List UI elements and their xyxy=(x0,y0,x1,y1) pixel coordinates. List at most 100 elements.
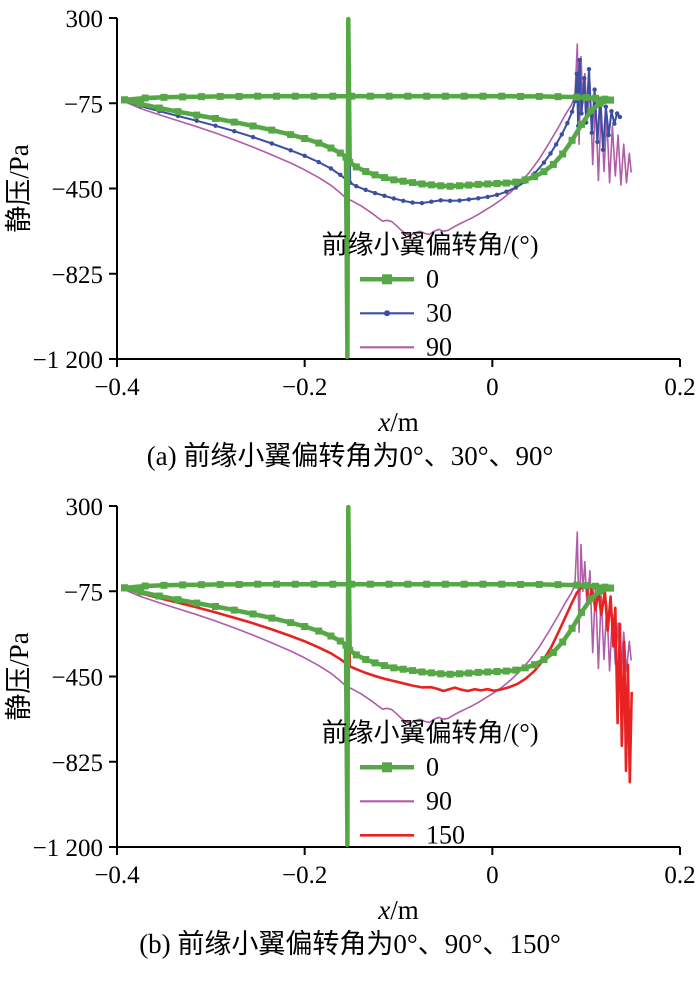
series-0-marker xyxy=(348,580,356,588)
series-0-marker xyxy=(352,651,360,659)
legend-label-30: 30 xyxy=(426,298,452,327)
x-tick-label: −0.4 xyxy=(94,862,140,889)
series-0-marker xyxy=(193,599,201,607)
series-0-marker xyxy=(502,179,510,187)
series-0-marker xyxy=(160,93,168,101)
series-30-marker xyxy=(391,196,397,201)
series-30-marker xyxy=(194,118,199,123)
series-0-marker xyxy=(549,160,557,168)
series-30-marker xyxy=(612,121,617,126)
series-0-marker xyxy=(577,120,585,128)
series-30-marker xyxy=(577,57,582,63)
series-0-marker xyxy=(197,93,205,101)
series-0-marker xyxy=(596,99,604,107)
series-0-marker xyxy=(535,92,543,100)
series-0-marker xyxy=(329,580,337,588)
series-0-marker xyxy=(577,608,585,616)
series-0-marker xyxy=(498,580,506,588)
series-0-marker xyxy=(193,111,201,119)
x-tick-label: 0 xyxy=(486,862,499,889)
series-0-marker xyxy=(160,581,168,589)
series-0-marker xyxy=(371,171,379,179)
series-0-marker xyxy=(404,580,412,588)
legend-label-90: 90 xyxy=(426,786,452,815)
series-0-marker xyxy=(554,581,562,589)
y-tick-label: −75 xyxy=(64,91,103,118)
series-0-marker xyxy=(423,580,431,588)
series-0-marker xyxy=(592,94,600,102)
series-0-marker xyxy=(230,118,238,126)
series-0-marker xyxy=(291,92,299,100)
series-0-marker xyxy=(273,92,281,100)
series-0-marker xyxy=(404,92,412,100)
series-0-marker xyxy=(540,168,548,176)
series-0-marker xyxy=(212,602,220,610)
series-0-marker xyxy=(291,580,299,588)
series-30-marker xyxy=(288,148,293,153)
series-30-marker xyxy=(250,134,256,140)
series-0-marker xyxy=(559,638,567,646)
series-30-marker xyxy=(513,185,518,190)
series-0-marker xyxy=(474,180,482,188)
series-30-marker xyxy=(232,129,237,134)
series-0-marker xyxy=(484,180,492,188)
series-0-marker xyxy=(423,92,431,100)
series-0-marker xyxy=(380,662,388,670)
series-0-marker xyxy=(342,153,350,161)
chart-b-figure: 300 −75 −450 −825 −1 200 −0.4 −0.2 0 0.2 静压/Pa x/m… xyxy=(0,492,700,966)
series-30-marker xyxy=(354,184,359,189)
series-0-marker xyxy=(385,580,393,588)
series-0-marker xyxy=(352,163,360,171)
series-0-marker xyxy=(216,92,224,100)
series-0-marker xyxy=(474,668,482,676)
y-tick-label: 300 xyxy=(66,6,104,33)
series-30-marker xyxy=(382,193,387,198)
series-0-marker xyxy=(568,136,576,144)
series-0-marker xyxy=(549,648,557,656)
series-30-marker xyxy=(476,196,481,201)
series-0-marker xyxy=(390,176,398,184)
series-0-marker xyxy=(136,100,144,108)
series-0-marker xyxy=(516,580,524,588)
series-0-marker xyxy=(455,670,463,678)
series-30-marker xyxy=(419,200,425,206)
series-90-line xyxy=(124,506,632,847)
series-0-marker xyxy=(287,619,295,627)
series-30-marker xyxy=(582,76,587,81)
series-0-marker xyxy=(531,173,539,181)
series-0-marker xyxy=(212,114,220,122)
y-tick-label: −1 200 xyxy=(33,347,103,374)
series-0-marker xyxy=(601,95,609,103)
series-30-marker xyxy=(600,147,606,153)
series-0-marker xyxy=(362,655,370,663)
series-0-marker xyxy=(512,178,520,186)
series-30-marker xyxy=(559,132,564,137)
series-0-marker xyxy=(301,134,309,142)
series-30-marker xyxy=(328,166,334,171)
series-0-marker xyxy=(249,610,257,618)
series-0-marker xyxy=(399,665,407,673)
series-0-marker xyxy=(371,659,379,667)
series-0-marker xyxy=(460,580,468,588)
series-0-marker xyxy=(427,669,435,677)
series-0-marker xyxy=(348,92,356,100)
series-0-marker xyxy=(512,666,520,674)
series-0-marker xyxy=(121,96,129,104)
series-0-line xyxy=(123,504,612,847)
series-0-marker xyxy=(516,92,524,100)
series-90-line xyxy=(124,18,632,359)
series-30-marker xyxy=(457,198,462,203)
series-0-marker xyxy=(498,92,506,100)
series-0-marker xyxy=(336,149,344,157)
series-0-line xyxy=(123,16,612,359)
series-0-marker xyxy=(540,656,548,664)
series-0-marker xyxy=(521,176,529,184)
series-0-marker xyxy=(216,580,224,588)
series-0-marker xyxy=(179,581,187,589)
series-30-marker xyxy=(579,111,584,116)
series-30-marker xyxy=(372,190,378,196)
series-0-marker xyxy=(446,670,454,678)
series-30-line xyxy=(124,18,621,358)
series-0-marker xyxy=(479,580,487,588)
series-0-marker xyxy=(366,580,374,588)
